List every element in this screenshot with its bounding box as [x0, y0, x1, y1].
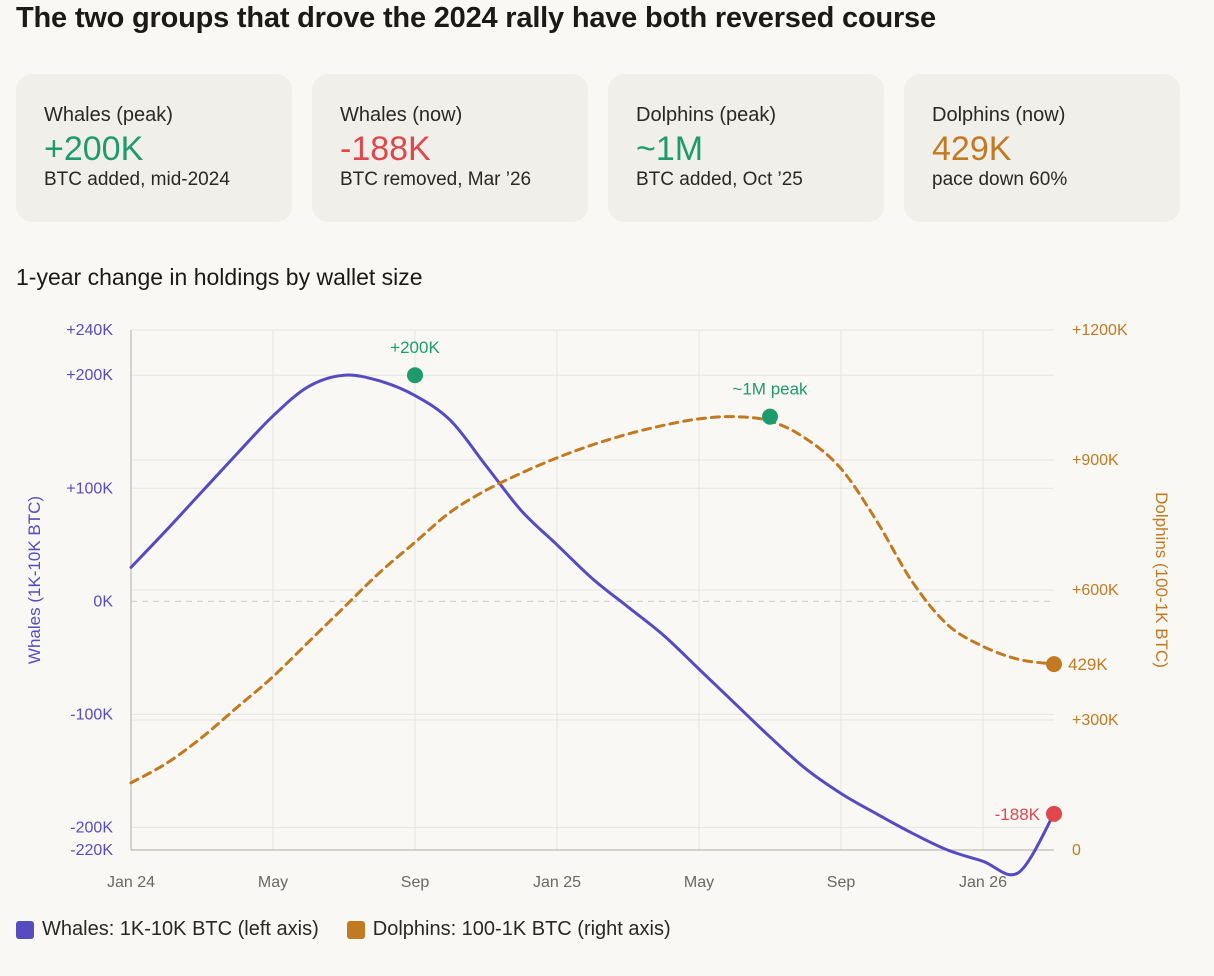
stat-card-dolphins-peak: Dolphins (peak) ~1M BTC added, Oct ’25: [608, 74, 884, 222]
x-tick-label: Jan 26: [959, 874, 1007, 891]
legend-label-whales: Whales: 1K-10K BTC (left axis): [42, 918, 319, 940]
legend-label-dolphins: Dolphins: 100-1K BTC (right axis): [372, 918, 671, 940]
right-tick-label: +300K: [1072, 712, 1119, 729]
chart-title: 1-year change in holdings by wallet size: [16, 264, 423, 290]
series-line-dolphins: [129, 415, 1056, 785]
right-tick-label: +900K: [1072, 452, 1119, 469]
stat-card-value: -188K: [340, 130, 431, 168]
annotation-marker: [1046, 656, 1062, 673]
annotation-marker: [1046, 805, 1062, 822]
stat-card-whales-peak: Whales (peak) +200K BTC added, mid-2024: [16, 74, 292, 222]
series-line-whales: [129, 373, 1056, 877]
stat-card-dolphins-now: Dolphins (now) 429K pace down 60%: [904, 74, 1180, 222]
stat-card-subtext: pace down 60%: [932, 169, 1068, 190]
stat-card-value: +200K: [44, 130, 144, 168]
legend-swatch-dolphins: [346, 920, 365, 939]
left-tick-label: 0K: [93, 593, 113, 610]
left-tick-label: -200K: [70, 819, 113, 836]
left-tick-label: -100K: [70, 706, 113, 723]
stat-card-whales-now: Whales (now) -188K BTC removed, Mar ’26: [312, 74, 588, 222]
left-tick-label: +100K: [66, 480, 113, 497]
legend-item-whales: Whales: 1K-10K BTC (left axis): [16, 918, 319, 941]
right-tick-label: +600K: [1072, 582, 1119, 599]
x-tick-label: May: [684, 874, 714, 891]
stat-card-label: Dolphins (now): [932, 104, 1066, 126]
left-axis-title: Whales (1K-10K BTC): [25, 496, 44, 664]
right-tick-label: 0: [1072, 842, 1081, 859]
right-axis-title: Dolphins (100-1K BTC): [1152, 492, 1171, 668]
x-tick-label: May: [258, 874, 288, 891]
left-tick-label: +200K: [66, 367, 113, 384]
page-title: The two groups that drove the 2024 rally…: [16, 2, 936, 34]
stat-cards: Whales (peak) +200K BTC added, mid-2024 …: [16, 74, 1196, 224]
right-tick-label: +1200K: [1072, 322, 1128, 339]
stat-card-subtext: BTC added, mid-2024: [44, 169, 230, 190]
stat-card-label: Whales (now): [340, 104, 463, 126]
stat-card-label: Whales (peak): [44, 104, 173, 126]
holdings-line-chart: -220K -200K -100K 0K +100K +200K +240K 0 +300K +6…: [25, 322, 1171, 891]
x-tick-label: Sep: [827, 874, 856, 891]
legend-item-dolphins: Dolphins: 100-1K BTC (right axis): [346, 918, 671, 941]
annotation-label: 429K: [1068, 655, 1108, 674]
x-tick-label: Jan 24: [107, 874, 155, 891]
chart-legend: Whales: 1K-10K BTC (left axis) Dolphins:…: [16, 918, 671, 941]
x-tick-label: Jan 25: [533, 874, 581, 891]
annotation-marker: [762, 408, 778, 425]
legend-swatch-whales: [16, 920, 34, 939]
stat-card-subtext: BTC removed, Mar ’26: [340, 169, 532, 190]
annotation-label: ~1M peak: [732, 380, 808, 399]
left-tick-label: +240K: [66, 322, 113, 339]
annotation-label: -188K: [995, 805, 1041, 824]
stat-card-value: ~1M: [636, 130, 704, 168]
annotation-marker: [407, 367, 423, 384]
annotation-label: +200K: [390, 338, 440, 357]
stat-card-subtext: BTC added, Oct ’25: [636, 169, 803, 190]
left-tick-label: -220K: [70, 842, 113, 859]
stat-card-value: 429K: [932, 130, 1012, 168]
stat-card-label: Dolphins (peak): [636, 104, 777, 126]
x-tick-label: Sep: [401, 874, 430, 891]
